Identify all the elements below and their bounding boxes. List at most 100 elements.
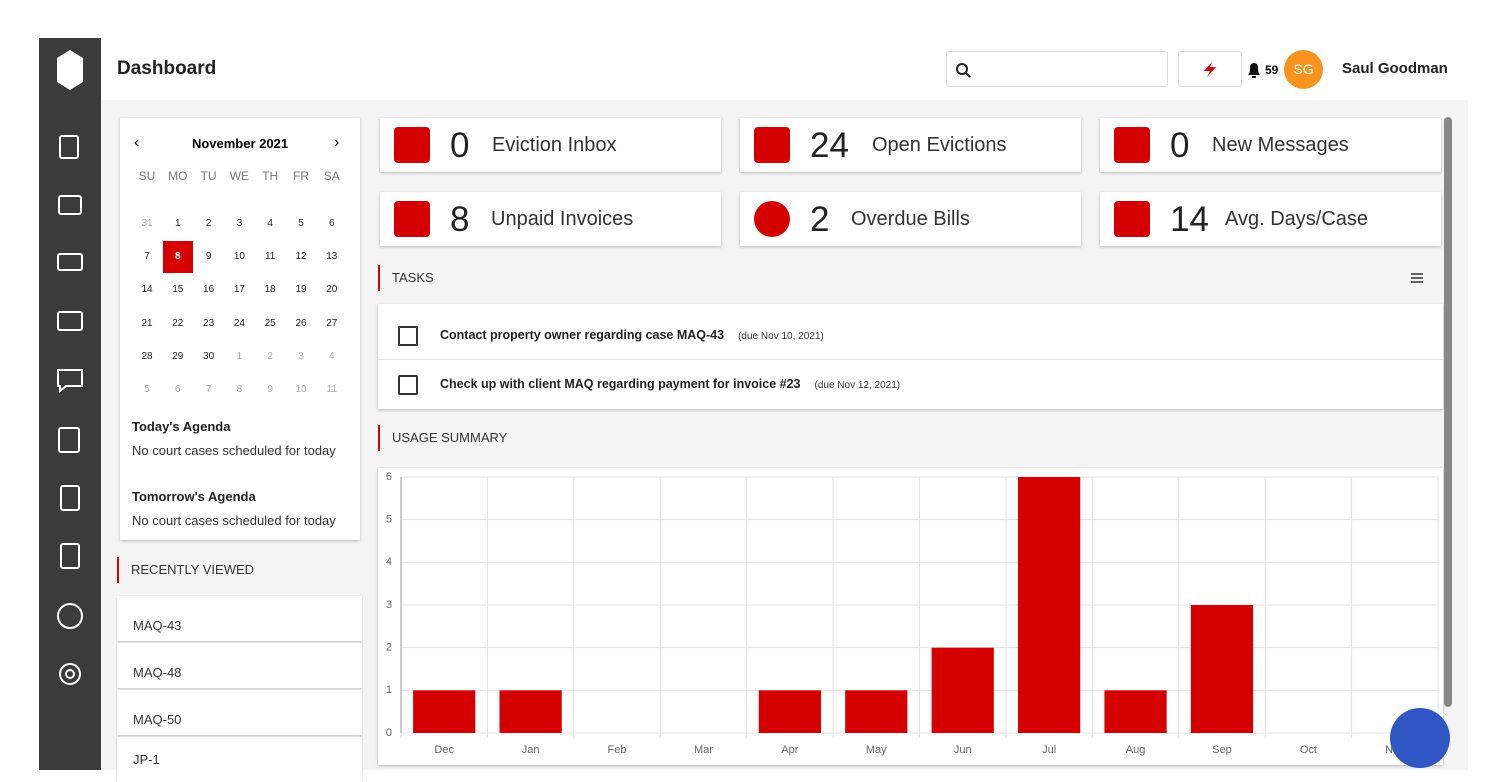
- avatar[interactable]: SG: [1284, 50, 1323, 89]
- x-tick-label: Feb: [608, 744, 627, 756]
- calendar-day[interactable]: 2: [205, 218, 212, 229]
- calendar-day[interactable]: 6: [175, 384, 181, 395]
- task-text[interactable]: Check up with client MAQ regarding payme…: [440, 377, 801, 391]
- stat-value: 0: [450, 126, 470, 165]
- stat-icon: [1114, 201, 1150, 237]
- calendar-day[interactable]: 8: [162, 241, 193, 274]
- calendar-day[interactable]: 4: [267, 218, 273, 229]
- calendar-day[interactable]: 10: [295, 384, 307, 395]
- x-tick-label: Oct: [1300, 744, 1317, 756]
- filter-icon[interactable]: [1410, 271, 1424, 285]
- task-row: Contact property owner regarding case MA…: [440, 328, 824, 342]
- calendar-day[interactable]: 31: [141, 218, 153, 229]
- user-name[interactable]: Saul Goodman: [1342, 60, 1448, 77]
- calendar-day[interactable]: 1: [175, 218, 181, 229]
- bar: [1104, 690, 1167, 733]
- stat-icon: [754, 127, 790, 163]
- search-box[interactable]: [946, 51, 1168, 87]
- recent-item[interactable]: MAQ-48: [117, 643, 362, 688]
- page-title: Dashboard: [117, 58, 217, 79]
- stat-label: New Messages: [1212, 134, 1349, 156]
- next-month[interactable]: ›: [334, 134, 340, 151]
- calendar-day[interactable]: 22: [172, 317, 184, 329]
- calendar-day[interactable]: 17: [233, 284, 245, 296]
- calendar-day[interactable]: 7: [144, 251, 150, 263]
- chart: 0 1 2 3 4 5 6 Dec Jan Feb Mar Apr May Jun Jul Aug Sep Oct…: [386, 471, 1439, 756]
- bar: [845, 690, 908, 733]
- weekday: FR: [293, 169, 309, 183]
- calendar-day[interactable]: 28: [141, 350, 153, 362]
- stat-icon: [394, 201, 430, 237]
- calendar-day[interactable]: 6: [329, 218, 335, 229]
- calendar-day[interactable]: 23: [203, 317, 215, 329]
- checkbox[interactable]: [398, 326, 418, 346]
- agenda-title: Tomorrow's Agenda: [132, 489, 256, 504]
- calendar-day[interactable]: 20: [326, 284, 338, 296]
- stat-card[interactable]: 0 Eviction Inbox: [380, 118, 721, 172]
- calendar-day[interactable]: 29: [172, 350, 184, 362]
- calendar-day[interactable]: 9: [205, 251, 212, 263]
- calendar-day[interactable]: 11: [326, 384, 337, 395]
- recent-item[interactable]: MAQ-50: [117, 690, 362, 735]
- prev-month[interactable]: ‹: [134, 134, 140, 151]
- calendar-day[interactable]: 4: [329, 350, 335, 362]
- calendar-day[interactable]: 14: [141, 284, 153, 296]
- recent-item[interactable]: MAQ-43: [117, 596, 362, 641]
- task-text[interactable]: Contact property owner regarding case MA…: [440, 328, 725, 342]
- stat-card[interactable]: 14 Avg. Days/Case: [1100, 192, 1441, 246]
- calendar-day[interactable]: 24: [233, 317, 245, 329]
- stat-label: Open Evictions: [872, 134, 1007, 156]
- bar: [1018, 477, 1081, 733]
- bar: [1190, 605, 1254, 733]
- stat-card[interactable]: 8 Unpaid Invoices: [380, 192, 721, 246]
- scrollbar[interactable]: [1444, 117, 1452, 707]
- agenda-text: No court cases scheduled for today: [132, 443, 336, 458]
- calendar-day[interactable]: 9: [267, 384, 273, 395]
- stat-card[interactable]: 24 Open Evictions: [740, 118, 1081, 172]
- calendar-day[interactable]: 5: [298, 218, 304, 229]
- calendar-day[interactable]: 16: [203, 284, 215, 296]
- x-tick-label: Apr: [781, 744, 798, 756]
- calendar-day[interactable]: 8: [236, 384, 243, 395]
- calendar-day[interactable]: 1: [236, 350, 243, 362]
- y-tick-label: 5: [386, 514, 392, 526]
- calendar-day[interactable]: 3: [236, 218, 243, 229]
- calendar-day[interactable]: 3: [298, 350, 304, 362]
- calendar-day[interactable]: 25: [264, 317, 276, 329]
- calendar-card: ‹ › November 2021 SU MO TU WE TH FR SA 31 1 2 3 4 5 6…: [120, 118, 360, 540]
- stat-icon: [394, 127, 430, 163]
- calendar-day[interactable]: 2: [267, 350, 273, 362]
- calendar-day[interactable]: 12: [295, 251, 307, 263]
- calendar-day[interactable]: 18: [264, 284, 276, 296]
- chat-button[interactable]: [1390, 708, 1450, 768]
- agenda-text: No court cases scheduled for today: [132, 513, 336, 528]
- calendar-day[interactable]: 30: [203, 350, 215, 362]
- sidebar-icons: [57, 50, 83, 685]
- y-tick-label: 1: [386, 684, 392, 696]
- calendar-day[interactable]: 11: [264, 251, 276, 263]
- calendar-day[interactable]: 13: [326, 251, 338, 263]
- calendar-day[interactable]: 7: [205, 384, 212, 395]
- y-tick-label: 3: [386, 599, 392, 611]
- section-title: TASKS: [378, 265, 1444, 291]
- calendar-day[interactable]: 27: [326, 317, 338, 329]
- section-title: USAGE SUMMARY: [378, 425, 507, 451]
- stat-label: Avg. Days/Case: [1225, 208, 1369, 230]
- calendar-day[interactable]: 19: [295, 284, 307, 296]
- bell-icon[interactable]: [1244, 60, 1264, 80]
- bolt-icon: [1204, 62, 1216, 77]
- checkbox[interactable]: [398, 375, 418, 395]
- stat-card[interactable]: 0 New Messages: [1100, 118, 1441, 172]
- calendar-day[interactable]: 26: [295, 317, 307, 329]
- calendar-day[interactable]: 21: [141, 317, 153, 329]
- stat-card[interactable]: 2 Overdue Bills: [740, 192, 1081, 246]
- recent-item[interactable]: JP-1: [117, 737, 362, 782]
- weekday: TH: [262, 169, 279, 183]
- task-due: (due Nov 10, 2021): [738, 331, 824, 342]
- calendar-day[interactable]: 15: [172, 284, 184, 296]
- calendar-day[interactable]: 10: [233, 251, 245, 263]
- section-title: RECENTLY VIEWED: [117, 557, 254, 583]
- quick-action[interactable]: [1178, 51, 1242, 87]
- calendar-day[interactable]: 5: [144, 384, 150, 395]
